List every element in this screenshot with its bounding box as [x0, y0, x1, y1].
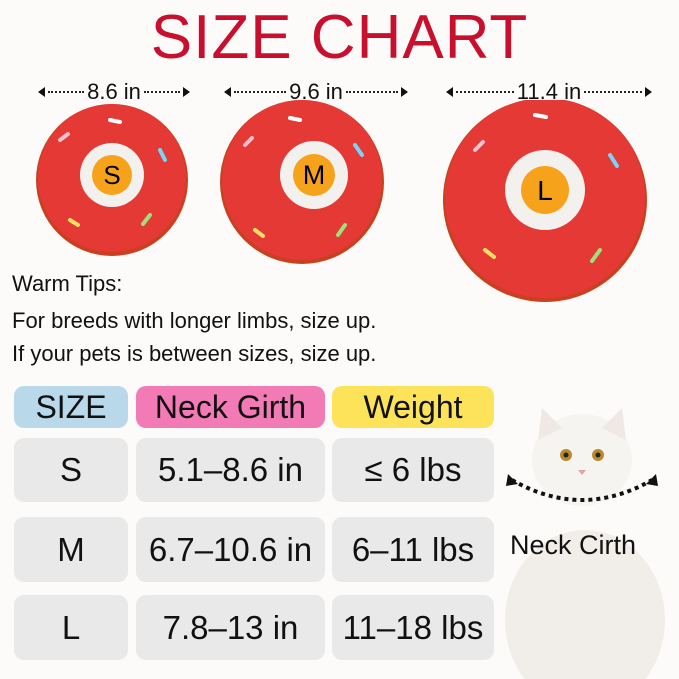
- tip-line: If your pets is between sizes, size up.: [12, 341, 377, 366]
- dimension-label: 8.6 in: [87, 79, 141, 104]
- donut-s-image: [36, 104, 188, 256]
- donut-s-label: S: [103, 160, 120, 190]
- dimension-m: 9.6 in: [224, 79, 409, 104]
- row-s-weight: ≤ 6 lbs: [332, 438, 494, 502]
- row-l-weight: 11–18 lbs: [332, 595, 494, 660]
- arrow-left-icon: [224, 87, 231, 97]
- tip-line: For breeds with longer limbs, size up.: [12, 308, 377, 333]
- dimension-label: 9.6 in: [289, 79, 343, 104]
- donut-l-image: [443, 100, 647, 302]
- header-size: SIZE: [14, 386, 128, 428]
- header-neck-girth: Neck Girth: [136, 386, 325, 428]
- donut-l-label: L: [537, 175, 553, 206]
- neck-girth-label: Neck Cirth: [510, 530, 637, 560]
- cat-image: [505, 408, 665, 679]
- arrow-right-icon: [183, 87, 191, 97]
- header-weight: Weight: [332, 386, 494, 428]
- row-m-girth: 6.7–10.6 in: [136, 517, 325, 582]
- donut-m-label: M: [303, 160, 326, 190]
- page-title: SIZE CHART: [150, 3, 529, 72]
- row-s-size: S: [14, 438, 128, 502]
- row-s-girth: 5.1–8.6 in: [136, 438, 325, 502]
- arrow-right-icon: [401, 87, 409, 97]
- dimension-s: 8.6 in: [38, 79, 191, 104]
- arrow-left-icon: [446, 87, 453, 97]
- tips-heading: Warm Tips:: [12, 271, 123, 296]
- row-m-size: M: [14, 517, 128, 582]
- donut-m-image: [220, 100, 384, 264]
- arrow-left-icon: [38, 87, 45, 97]
- row-l-girth: 7.8–13 in: [136, 595, 325, 660]
- donut-collars: S M L: [36, 100, 647, 302]
- row-m-weight: 6–11 lbs: [332, 517, 494, 582]
- arrow-right-icon: [645, 87, 653, 97]
- row-l-size: L: [14, 595, 128, 660]
